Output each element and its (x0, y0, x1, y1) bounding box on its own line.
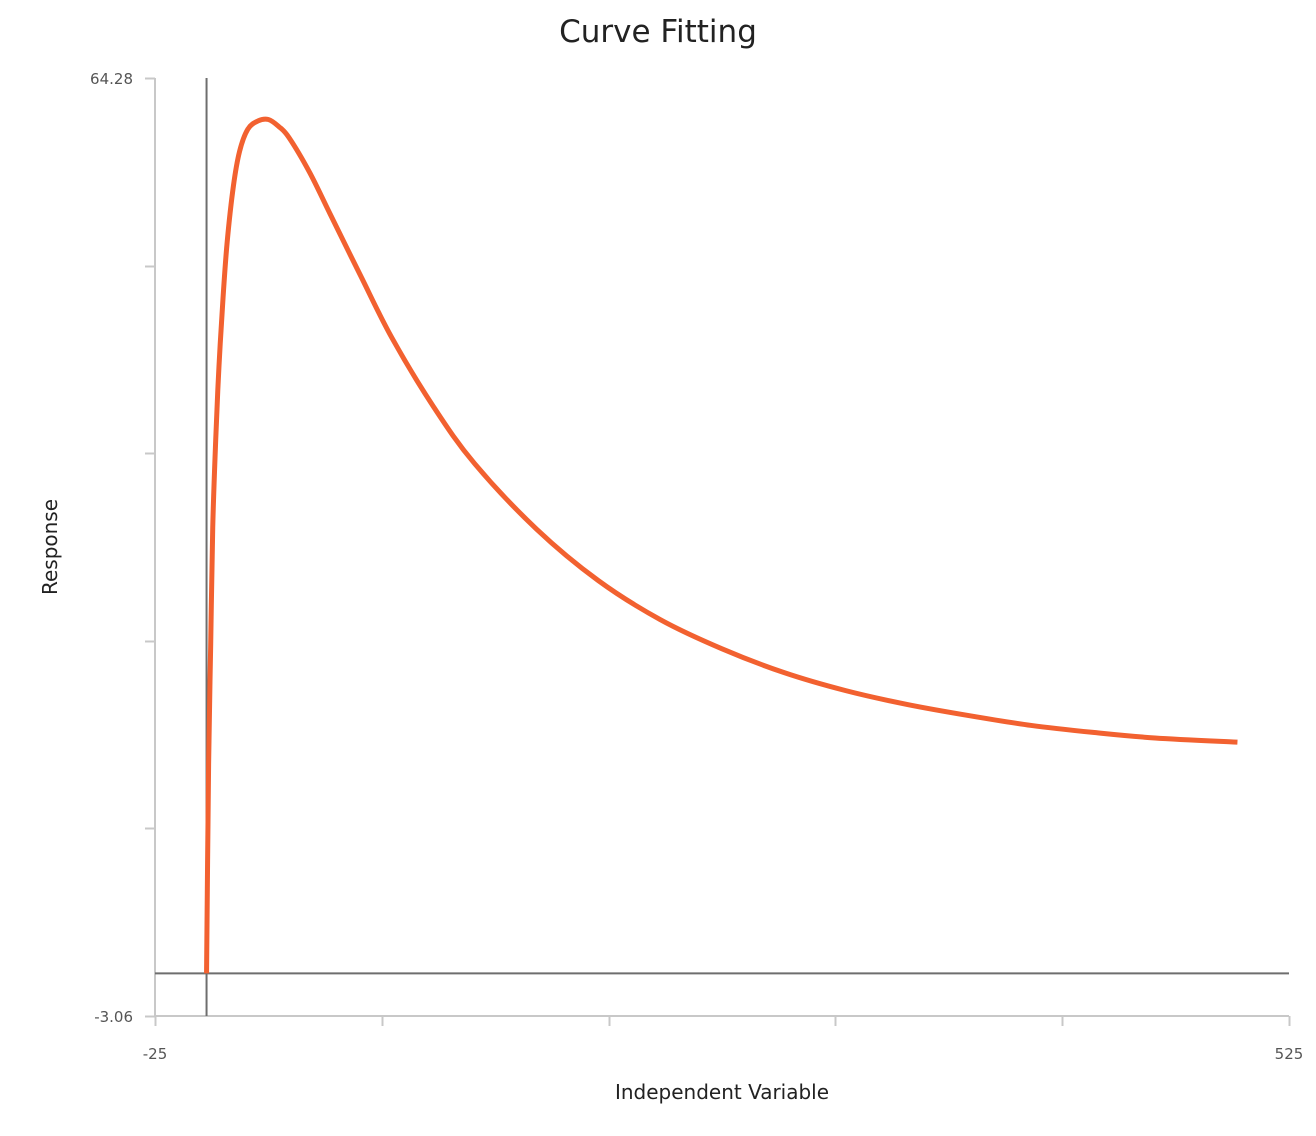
chart-title: Curve Fitting (559, 14, 757, 50)
x-min-tick-label: -25 (143, 1045, 168, 1063)
y-axis-ticks (145, 77, 155, 1018)
y-max-tick-label: 64.28 (90, 70, 133, 88)
x-axis-ticks (154, 1016, 1291, 1026)
y-axis-title: Response (38, 499, 62, 595)
x-axis-title: Independent Variable (615, 1080, 829, 1104)
y-min-tick-label: -3.06 (94, 1008, 133, 1026)
x-max-tick-label: 525 (1275, 1045, 1304, 1063)
fitted-curve-line (204, 116, 1238, 974)
